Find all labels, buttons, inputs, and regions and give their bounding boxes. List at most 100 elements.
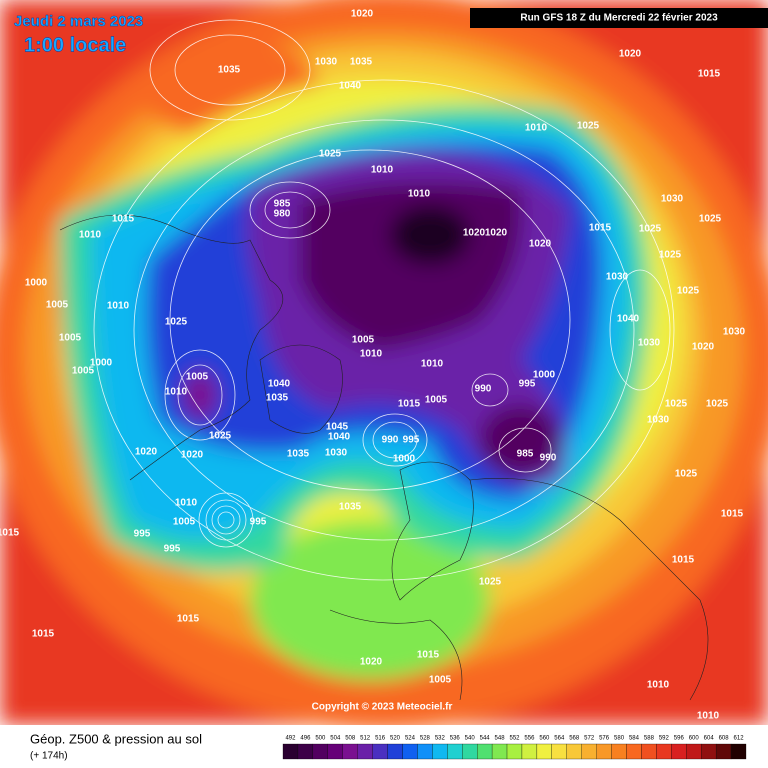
colorbar-swatch	[551, 743, 567, 760]
pressure-label: 1025	[479, 577, 502, 588]
colorbar-swatch	[491, 743, 508, 760]
colorbar-label: 520	[390, 736, 401, 742]
colorbar-label: 540	[465, 736, 476, 742]
geopotential-field	[0, 0, 768, 730]
pressure-label: 1005	[46, 300, 69, 311]
colorbar-label: 572	[584, 736, 595, 742]
pressure-label: 1010	[360, 349, 383, 360]
colorbar-swatch	[357, 743, 373, 760]
pressure-label: 1000	[90, 358, 113, 369]
run-info: Run GFS 18 Z du Mercredi 22 février 2023	[520, 13, 718, 24]
pressure-label: 1030	[325, 448, 348, 459]
pressure-label: 1010	[408, 189, 431, 200]
pressure-label: 1035	[350, 57, 373, 68]
pressure-labels: 1020 1030 1035 1035 1040 1020 1015 1010 1025 1025…	[0, 9, 746, 722]
colorbar-label: 592	[659, 736, 670, 742]
colorbar-label: 596	[674, 736, 685, 742]
colorbar-swatch	[506, 743, 523, 760]
pressure-label: 1005	[352, 335, 375, 346]
pressure-label: 1030	[647, 415, 670, 426]
pressure-label: 1025	[639, 224, 662, 235]
colorbar-swatch	[566, 743, 582, 760]
colorbar-swatch	[730, 743, 747, 760]
pressure-label: 1010	[175, 498, 198, 509]
colorbar-label: 512	[360, 736, 371, 742]
pressure-label: 1020	[351, 9, 374, 20]
pressure-label: 1005	[59, 333, 82, 344]
pressure-label: 1035	[218, 65, 241, 76]
colorbar-swatch	[477, 743, 493, 760]
colorbar-swatch	[626, 743, 642, 760]
pressure-label: 1000	[533, 370, 556, 381]
colorbar-swatch	[581, 743, 597, 760]
pressure-label: 1045	[326, 422, 349, 433]
pressure-label: 1035	[339, 502, 362, 513]
colorbar-swatch	[536, 743, 552, 760]
colorbar-swatch	[327, 743, 343, 760]
colorbar-swatch	[462, 743, 478, 760]
colorbar-swatch	[641, 743, 657, 760]
pressure-label: 1000	[25, 278, 48, 289]
pressure-label: 1005	[186, 372, 209, 383]
run-box	[470, 8, 768, 28]
colorbar-swatch	[282, 743, 299, 760]
pressure-label: 1010	[371, 165, 394, 176]
pressure-label: 1020	[529, 239, 552, 250]
pressure-label: 1025	[677, 286, 700, 297]
colorbar-label: 568	[569, 736, 580, 742]
pressure-label: 1005	[425, 395, 448, 406]
pressure-label: 1040	[328, 432, 351, 443]
colorbar-label: 580	[614, 736, 625, 742]
colorbar: 492 496 500 504 508 512 516 520 524 528 532 536 540 5…	[282, 736, 747, 760]
pressure-label: 1020	[692, 342, 715, 353]
pressure-label: 1040	[339, 81, 362, 92]
colorbar-swatch	[715, 743, 732, 760]
pressure-label: 1015	[112, 214, 135, 225]
pressure-label: 1015	[672, 555, 695, 566]
colorbar-swatch	[656, 743, 672, 760]
pressure-label: 1030	[638, 338, 661, 349]
pressure-label: 1025	[699, 214, 722, 225]
pressure-label: 1025	[319, 149, 342, 160]
colorbar-swatch	[372, 743, 388, 760]
colorbar-swatch	[671, 743, 687, 760]
colorbar-label: 584	[629, 736, 640, 742]
pressure-label: 1010	[79, 230, 102, 241]
pressure-label: 1010	[647, 680, 670, 691]
pressure-label: 1025	[706, 399, 729, 410]
pressure-label: 1010	[697, 711, 720, 722]
colorbar-swatch	[611, 743, 627, 760]
pressure-label: 990	[540, 453, 557, 464]
pressure-label: 1025	[665, 399, 688, 410]
pressure-label: 1025	[577, 121, 600, 132]
isobars	[93, 19, 675, 581]
colorbar-label: 560	[539, 736, 550, 742]
pressure-label: 1000	[393, 454, 416, 465]
pressure-label: 1035	[266, 393, 289, 404]
colorbar-swatch	[297, 743, 314, 760]
pressure-label: 980	[274, 209, 291, 220]
pressure-label: 995	[403, 435, 420, 446]
pressure-label: 1010	[421, 359, 444, 370]
pressure-label: 995	[250, 517, 267, 528]
colorbar-swatch	[387, 743, 403, 760]
pressure-label: 1015	[698, 69, 721, 80]
colorbar-swatch	[686, 743, 702, 760]
pressure-label: 1035	[287, 449, 310, 460]
pressure-label: 1010	[525, 123, 548, 134]
pressure-label: 1020	[463, 228, 486, 239]
colorbar-label: 492	[285, 736, 296, 742]
colorbar-swatch	[701, 743, 717, 760]
pressure-label: 1030	[315, 57, 338, 68]
pressure-label: 1025	[209, 431, 232, 442]
pressure-label: 995	[164, 544, 181, 555]
colorbar-swatch	[432, 743, 448, 760]
pressure-label: 1015	[417, 650, 440, 661]
colorbar-label: 556	[524, 736, 535, 742]
forecast-time: 1:00 locale	[24, 34, 126, 56]
colorbar-label: 536	[450, 736, 461, 742]
pressure-label: 1030	[723, 327, 746, 338]
pressure-label: 1010	[165, 387, 188, 398]
